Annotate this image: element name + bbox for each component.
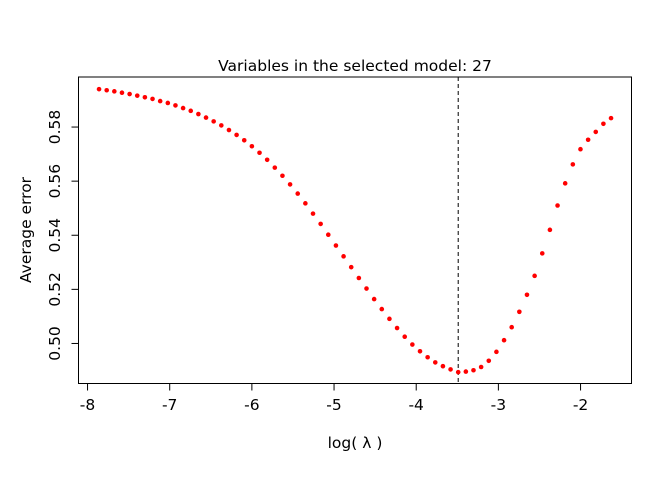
data-point xyxy=(463,369,469,374)
data-point xyxy=(402,334,408,339)
data-point xyxy=(264,157,270,163)
data-point xyxy=(448,367,453,372)
data-point xyxy=(249,143,255,149)
data-point xyxy=(134,93,140,98)
data-point xyxy=(486,358,492,364)
data-point xyxy=(570,162,576,167)
data-point xyxy=(142,94,148,100)
data-point xyxy=(348,264,354,270)
data-point xyxy=(501,337,507,343)
data-point xyxy=(593,129,599,135)
data-point xyxy=(211,119,216,124)
data-point xyxy=(371,296,377,302)
data-point xyxy=(104,87,109,93)
data-point xyxy=(203,115,209,120)
data-point xyxy=(417,349,423,354)
x-tick-label: -6 xyxy=(244,396,259,414)
data-point xyxy=(287,182,293,187)
data-point xyxy=(188,108,194,114)
data-point xyxy=(226,127,232,133)
data-point xyxy=(601,121,606,127)
data-point xyxy=(509,324,514,330)
x-axis-ticks-group: -8 -7 -6 -5 -4 -3 -2 xyxy=(80,383,588,414)
data-point xyxy=(455,369,461,375)
data-point xyxy=(608,115,614,121)
data-point xyxy=(562,181,568,186)
x-tick-label: -2 xyxy=(573,396,588,414)
data-point xyxy=(150,96,155,102)
data-point xyxy=(303,201,308,206)
y-tick-label: 0.56 xyxy=(46,164,64,199)
data-point xyxy=(517,309,522,315)
plot-box xyxy=(78,76,632,384)
data-point xyxy=(234,132,239,138)
y-axis-label: Average error xyxy=(17,176,35,283)
y-tick-label: 0.58 xyxy=(46,110,64,145)
data-point xyxy=(241,138,247,143)
data-point xyxy=(310,211,316,216)
data-point xyxy=(119,90,125,95)
data-point xyxy=(196,111,201,117)
data-point xyxy=(364,286,369,291)
data-point xyxy=(539,251,545,256)
data-point xyxy=(157,98,163,104)
data-point xyxy=(173,103,178,108)
x-tick-label: -3 xyxy=(491,396,506,414)
data-point xyxy=(440,363,446,369)
x-tick-label: -7 xyxy=(162,396,177,414)
y-tick-label: 0.52 xyxy=(46,272,64,307)
data-point xyxy=(379,306,385,312)
data-point xyxy=(318,221,323,227)
data-point xyxy=(257,150,262,156)
data-point xyxy=(478,364,484,370)
data-point xyxy=(295,191,301,196)
data-point xyxy=(165,100,171,106)
data-point xyxy=(555,203,560,208)
x-tick-label: -8 xyxy=(80,396,95,414)
data-point xyxy=(180,105,186,111)
x-tick-label: -5 xyxy=(326,396,341,414)
y-axis-ticks-group: 0.50 0.52 0.54 0.56 0.58 xyxy=(46,110,79,361)
data-point xyxy=(219,123,224,128)
data-point xyxy=(280,173,285,179)
data-point xyxy=(532,273,537,279)
data-point xyxy=(341,254,346,259)
x-tick-label: -4 xyxy=(408,396,423,414)
data-point xyxy=(494,349,499,355)
y-tick-label: 0.54 xyxy=(46,218,64,253)
data-point xyxy=(425,354,430,360)
data-point xyxy=(471,367,476,373)
data-point xyxy=(356,275,362,281)
y-tick-label: 0.50 xyxy=(46,326,64,361)
data-point xyxy=(394,325,400,331)
data-point xyxy=(272,165,278,170)
data-point xyxy=(524,292,530,298)
data-point xyxy=(333,243,339,248)
data-point xyxy=(578,146,583,152)
data-point xyxy=(387,316,392,322)
data-point xyxy=(585,137,591,143)
data-point xyxy=(410,342,415,347)
data-point xyxy=(432,360,438,365)
data-point xyxy=(547,227,553,233)
data-point xyxy=(325,232,331,238)
data-point xyxy=(112,89,117,94)
data-point xyxy=(96,86,102,92)
x-axis-label: log( λ ) xyxy=(328,434,383,452)
data-point xyxy=(127,91,132,97)
plot-title: Variables in the selected model: 27 xyxy=(218,57,492,75)
data-points-group xyxy=(96,86,614,375)
